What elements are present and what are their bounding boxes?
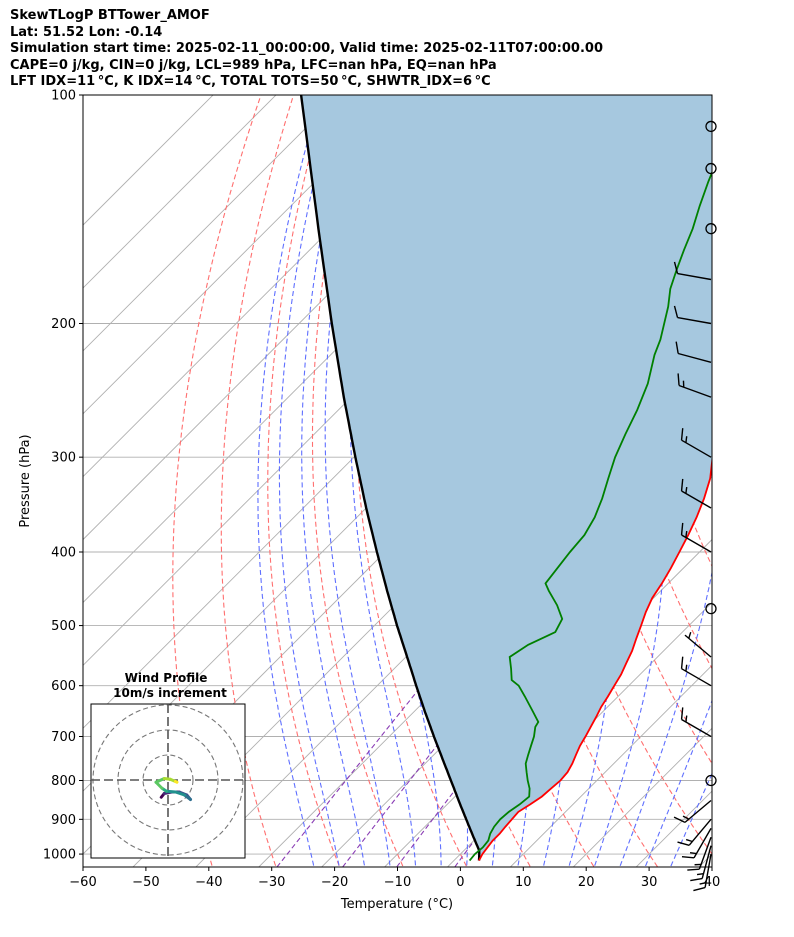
isotherm-line: [83, 95, 277, 289]
x-tick-label: −40: [195, 875, 222, 890]
y-tick-label: 1000: [43, 848, 76, 863]
stability-indices-line: LFT IDX=11 °C, K IDX=14 °C, TOTAL TOTS=5…: [10, 74, 491, 89]
temperature-line: [478, 455, 712, 862]
isotherm-line: [509, 664, 712, 867]
moist-adiabat-line: [593, 95, 665, 867]
wind-barb: [680, 522, 712, 553]
hodograph-segment: [174, 780, 179, 784]
x-tick-label: 0: [456, 875, 464, 890]
isotherm-line: [83, 95, 340, 352]
dry-adiabat-line: [748, 78, 794, 873]
y-tick-label: 600: [51, 679, 76, 694]
isotherm-line: [756, 78, 794, 873]
dewpoint-line: [468, 170, 712, 862]
wind-barb: [690, 845, 712, 882]
moist-adiabat-line: [644, 699, 712, 867]
moist-adiabat-line: [257, 95, 322, 867]
wind-barb: [680, 428, 712, 458]
dry-adiabat-line: [716, 78, 794, 873]
y-tick-label: 100: [51, 89, 76, 104]
dry-adiabat-line: [267, 95, 341, 867]
y-tick-label: 800: [51, 774, 76, 789]
calm-wind-marker: [705, 120, 717, 133]
calm-wind-marker: [705, 223, 717, 235]
x-axis-label: Temperature (°C): [340, 897, 453, 912]
wind-barb: [680, 707, 712, 738]
hodograph-title: Wind Profile: [125, 671, 208, 685]
wind-barb: [680, 656, 712, 687]
hodograph-segment: [154, 777, 166, 784]
hodograph-segment: [174, 790, 186, 797]
moist-adiabat-line: [324, 95, 391, 867]
time-line: Simulation start time: 2025-02-11_00:00:…: [10, 41, 603, 56]
chart-title-line: SkewTLogP BTTower_AMOF: [10, 8, 210, 23]
x-tick-label: −50: [132, 875, 159, 890]
cape-cin-fill: [301, 95, 712, 855]
hodograph-inset: Wind Profile 10m/s increment: [90, 671, 246, 859]
parcel-profile-line: [299, 95, 481, 861]
y-tick-label: 500: [51, 619, 76, 634]
moist-adiabat-line: [301, 95, 366, 867]
moist-adiabat-line: [669, 772, 712, 867]
x-tick-label: −30: [258, 875, 285, 890]
isotherm-line: [572, 727, 712, 867]
wind-barb: [680, 478, 712, 509]
wind-barb: [673, 799, 712, 823]
isotherm-line: [83, 95, 214, 226]
wind-barb: [693, 853, 712, 892]
dry-adiabat-line: [311, 95, 404, 867]
y-axis-label: Pressure (hPa): [18, 434, 33, 527]
moist-adiabat-line: [619, 95, 712, 867]
wind-barb: [677, 373, 712, 398]
x-tick-label: −10: [384, 875, 411, 890]
dry-adiabat-line: [220, 95, 295, 867]
x-tick-label: −60: [69, 875, 96, 890]
x-tick-label: 30: [641, 875, 658, 890]
y-tick-label: 300: [51, 451, 76, 466]
y-tick-label: 200: [51, 317, 76, 332]
moist-adiabat-line: [278, 95, 340, 867]
wind-barb: [673, 261, 712, 281]
x-tick-label: 40: [704, 875, 721, 890]
mixing-ratio-line: [276, 685, 423, 867]
x-tick-label: 20: [578, 875, 595, 890]
wind-barb: [687, 836, 712, 871]
hodograph-ring: [142, 754, 194, 806]
location-line: Lat: 51.52 Lon: -0.14: [10, 24, 163, 40]
wind-barb: [673, 305, 712, 325]
x-tick-label: 10: [515, 875, 532, 890]
wind-barbs: [673, 120, 717, 892]
y-tick-label: 700: [51, 730, 76, 745]
isotherm-line: [83, 95, 403, 415]
wind-barb: [677, 818, 712, 847]
chart-header: SkewTLogP BTTower_AMOF Lat: 51.52 Lon: -…: [10, 8, 780, 91]
cin-shading: [301, 95, 712, 855]
dry-adiabat-line: [781, 78, 794, 873]
wind-barb: [675, 341, 712, 363]
dry-adiabat-line: [354, 95, 468, 867]
convective-params-line: CAPE=0 j/kg, CIN=0 j/kg, LCL=989 hPa, LF…: [10, 57, 497, 73]
axis-ticks: −60 −50 −40 −30 −20 −10 0 10 20 30 40 100 200 300 400 5…: [43, 89, 720, 891]
hodograph-subtitle: 10m/s increment: [113, 686, 227, 700]
calm-wind-marker: [705, 162, 717, 175]
wind-barb: [684, 631, 712, 658]
calm-wind-marker: [705, 774, 717, 787]
wind-barb: [681, 828, 712, 859]
y-tick-label: 400: [51, 546, 76, 561]
profile-lines: [299, 95, 712, 862]
calm-wind-marker: [705, 603, 717, 615]
x-tick-label: −20: [321, 875, 348, 890]
y-tick-label: 900: [51, 813, 76, 828]
hodograph-segment: [165, 789, 177, 794]
